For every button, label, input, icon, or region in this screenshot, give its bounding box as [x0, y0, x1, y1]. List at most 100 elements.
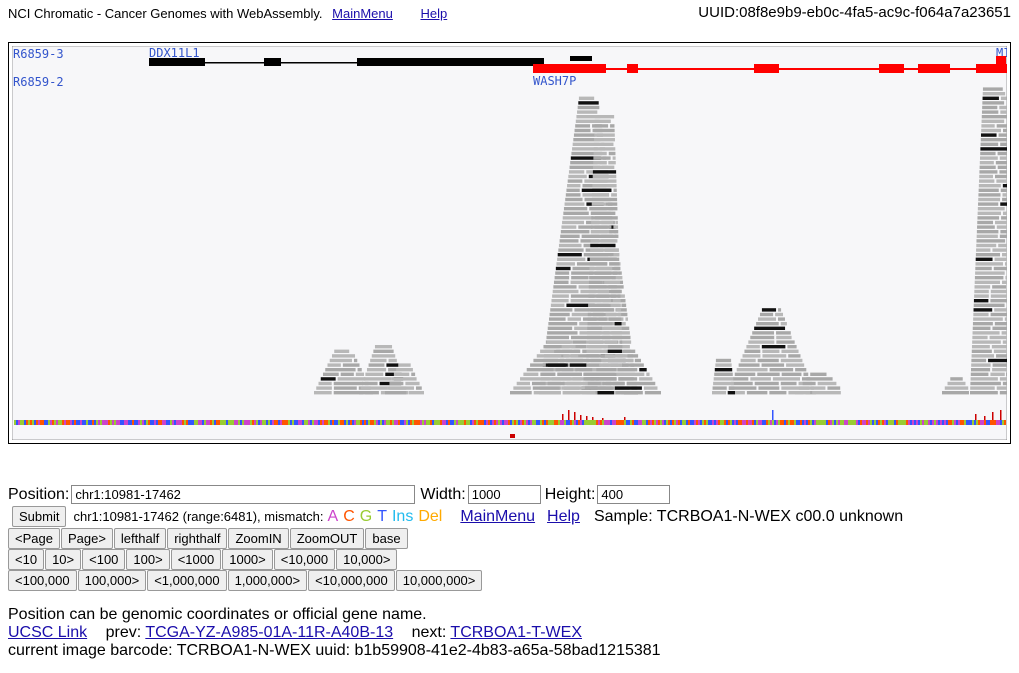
reference-base	[600, 420, 602, 425]
reference-base	[568, 420, 570, 425]
reference-base	[228, 420, 230, 425]
aligned-read	[714, 368, 733, 372]
nav-button-page[interactable]: Page>	[60, 528, 113, 549]
aligned-read	[594, 128, 615, 133]
reference-base	[762, 420, 764, 425]
reference-base	[826, 420, 828, 425]
nav-button-zoomin[interactable]: ZoomIN	[228, 528, 289, 549]
reference-base	[676, 420, 678, 425]
reference-base	[742, 420, 744, 425]
height-input[interactable]	[597, 485, 671, 504]
reference-base	[252, 420, 254, 425]
reference-base	[710, 420, 712, 425]
aligned-read	[570, 280, 601, 284]
aligned-read	[596, 368, 617, 372]
aligned-read	[615, 308, 627, 312]
nav-button-1-000-000[interactable]: 1,000,000>	[227, 570, 308, 591]
reference-base	[166, 420, 168, 425]
reference-base	[92, 420, 94, 425]
aligned-read	[977, 220, 994, 225]
nav-button-10[interactable]: 10>	[45, 549, 82, 570]
aligned-read	[780, 322, 787, 326]
aligned-read	[980, 142, 999, 146]
nav-button-10-000-000-back[interactable]: <10,000,000	[308, 570, 395, 591]
aligned-read	[587, 312, 604, 317]
next-link[interactable]: TCRBOA1-T-WEX	[450, 624, 582, 641]
reference-base	[778, 420, 780, 425]
aligned-read	[586, 358, 602, 363]
reference-base	[448, 420, 450, 425]
help-link[interactable]: Help	[420, 6, 448, 21]
genome-viewer[interactable]: R6859-3 R6859-2 DDX11L1 WASH7P MI	[8, 42, 1011, 444]
reference-base	[506, 420, 508, 425]
nav-button-base[interactable]: base	[365, 528, 408, 549]
help-link-2[interactable]: Help	[547, 507, 580, 525]
aligned-read	[554, 276, 570, 280]
reference-base	[692, 420, 694, 425]
reference-base	[504, 420, 506, 425]
nav-button-lefthalf[interactable]: lefthalf	[113, 528, 167, 549]
aligned-read	[589, 257, 620, 261]
main-menu-link[interactable]: MainMenu	[332, 6, 393, 21]
reference-base	[822, 420, 824, 425]
reference-base	[308, 420, 310, 425]
position-input[interactable]	[71, 485, 416, 504]
aligned-read	[557, 253, 582, 257]
nav-button-zoomout[interactable]: ZoomOUT	[289, 528, 365, 549]
alignment-canvas[interactable]: R6859-3 R6859-2 DDX11L1 WASH7P MI	[12, 46, 1007, 440]
aligned-read	[981, 124, 995, 128]
aligned-read	[568, 170, 585, 174]
aligned-read	[594, 138, 615, 142]
reference-base	[140, 420, 142, 425]
nav-button-100[interactable]: 100>	[126, 549, 170, 570]
ucsc-link[interactable]: UCSC Link	[8, 624, 88, 641]
reference-base	[220, 420, 222, 425]
aligned-read	[559, 239, 579, 243]
reference-base	[618, 420, 620, 425]
nav-button-1000[interactable]: 1000>	[222, 549, 273, 570]
nav-button-10-000-back[interactable]: <10,000	[273, 549, 336, 570]
reference-base	[638, 420, 640, 425]
nav-button-100-000-back[interactable]: <100,000	[8, 570, 77, 591]
aligned-read	[604, 326, 622, 330]
nav-button-100-000[interactable]: 100,000>	[77, 570, 147, 591]
aligned-read	[639, 377, 653, 381]
width-input[interactable]	[467, 485, 541, 504]
aligned-read	[566, 188, 580, 192]
nav-button-10-000-000[interactable]: 10,000,000>	[395, 570, 483, 591]
reference-base	[802, 420, 804, 425]
nav-button-1000-back[interactable]: <1000	[170, 549, 222, 570]
aligned-read	[597, 391, 614, 395]
aligned-read	[531, 381, 546, 386]
reference-base	[686, 420, 688, 425]
aligned-read	[590, 225, 612, 229]
aligned-read	[1000, 230, 1007, 234]
reference-base	[352, 420, 354, 425]
nav-button-10-000[interactable]: 10,000>	[336, 549, 398, 570]
submit-button[interactable]: Submit	[12, 506, 67, 527]
nav-button-1-000-000-back[interactable]: <1,000,000	[147, 570, 227, 591]
aligned-read	[976, 239, 1006, 243]
reference-base	[418, 420, 420, 425]
reference-base	[944, 420, 946, 425]
aligned-read	[972, 331, 1000, 335]
aligned-read	[990, 372, 1005, 376]
aligned-read	[588, 285, 617, 289]
main-menu-link-2[interactable]: MainMenu	[460, 507, 536, 525]
reference-base	[488, 420, 490, 425]
aligned-read	[644, 391, 661, 395]
nav-button-10-back[interactable]: <10	[8, 549, 45, 570]
reference-base	[240, 420, 242, 425]
reference-base	[174, 420, 176, 425]
aligned-read	[408, 391, 424, 395]
prev-link[interactable]: TCGA-YZ-A985-01A-11R-A40B-13	[145, 624, 394, 641]
reference-base	[758, 420, 760, 425]
reference-base	[834, 420, 836, 425]
reference-base	[616, 420, 618, 425]
aligned-read	[777, 317, 785, 321]
reference-base	[640, 420, 642, 425]
nav-button-righthalf[interactable]: righthalf	[167, 528, 228, 549]
nav-button-page-back[interactable]: <Page	[8, 528, 60, 549]
nav-button-100-back[interactable]: <100	[82, 549, 126, 570]
aligned-read	[643, 386, 658, 390]
